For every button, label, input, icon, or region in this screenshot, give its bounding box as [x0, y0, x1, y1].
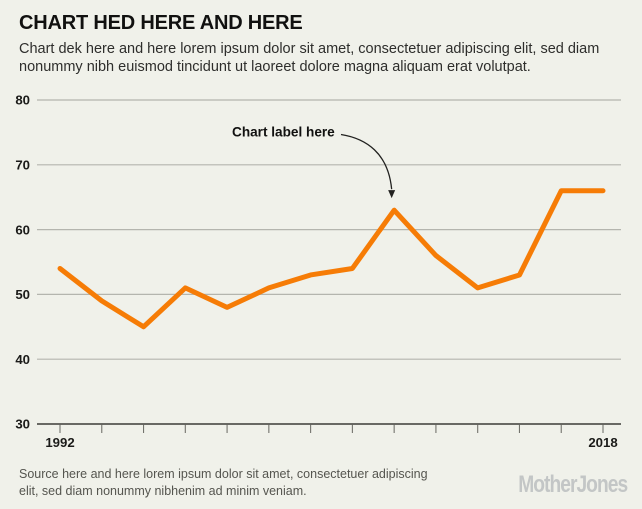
y-axis-tick-label: 40: [15, 352, 30, 367]
chart-dek: Chart dek here and here lorem ipsum dolo…: [19, 41, 600, 75]
annotation-arrowhead-icon: [388, 190, 396, 199]
y-axis-tick-label: 50: [15, 287, 30, 302]
source-note: Source here and here lorem ipsum dolor s…: [19, 467, 428, 498]
y-axis-tick-label: 80: [15, 93, 30, 108]
data-line: [57, 188, 606, 330]
chart-headline: CHART HED HERE AND HERE: [19, 12, 303, 34]
motherjones-logo: MotherJones: [518, 471, 628, 498]
x-axis-tick-label: 1992: [45, 435, 74, 450]
x-axis-tick-label: 2018: [588, 435, 617, 450]
y-axis-tick-label: 60: [15, 222, 30, 237]
annotation-arrow: [340, 133, 393, 190]
y-axis-tick-label: 70: [15, 158, 30, 173]
y-axis-tick-label: 30: [15, 417, 30, 432]
chart-annotation-label: Chart label here: [232, 125, 335, 140]
